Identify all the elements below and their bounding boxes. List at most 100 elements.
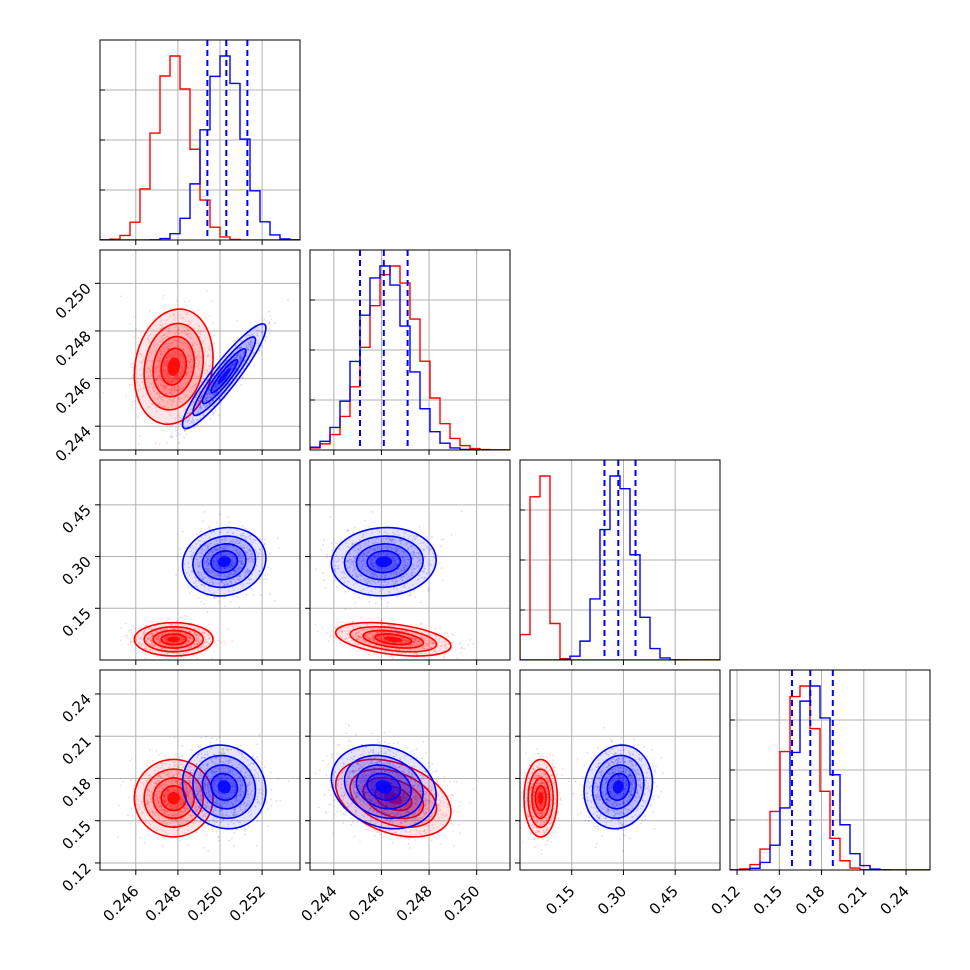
sample-point [147,375,150,378]
sample-point [196,558,199,561]
sample-point [164,632,167,635]
sample-point [160,651,163,654]
sample-point [158,641,161,644]
sample-point [205,645,207,648]
sample-point [352,531,355,534]
sample-point [188,300,190,302]
sample-point [143,645,146,648]
sample-point [241,339,243,342]
sample-point [151,348,154,351]
sample-point [166,356,168,359]
sample-point [236,354,239,357]
sample-point [208,389,210,392]
sample-point [223,541,226,544]
sample-point [175,299,178,302]
sample-point [169,425,171,428]
sample-point [231,559,233,562]
sample-point [149,374,152,377]
sample-point [167,387,170,390]
sample-point [227,628,230,631]
sample-point [246,582,249,584]
sample-point [233,568,236,571]
sample-point [164,372,167,375]
sample-point [189,358,192,361]
sample-point [185,373,188,376]
sample-point [202,413,205,415]
sample-point [195,394,198,397]
sample-point [200,381,203,383]
sample-point [169,375,171,378]
sample-point [170,645,173,648]
sample-point [243,351,246,353]
sample-point [331,634,333,637]
sample-point [174,333,177,335]
sample-point [172,400,175,403]
sample-point [124,622,127,625]
sample-point [182,639,184,642]
sample-point [211,551,213,554]
sample-point [188,332,191,335]
sample-point [215,385,218,388]
sample-point [180,636,183,638]
sample-point [185,373,188,376]
sample-point [187,372,190,375]
sample-point [235,550,238,552]
sample-point [189,636,191,639]
sample-point [212,389,215,392]
sample-point [166,635,169,638]
sample-point [249,341,252,344]
sample-point [207,544,210,547]
sample-point [274,600,277,602]
sample-point [216,391,219,393]
sample-point [194,634,197,637]
sample-point [160,396,163,399]
sample-point [184,624,186,627]
sample-point [167,345,170,348]
sample-point [166,372,169,374]
sample-point [196,412,199,415]
sample-point [163,624,166,627]
sample-point [238,567,241,570]
sample-point [208,572,211,574]
sample-point [201,553,204,556]
sample-point [174,634,177,637]
sample-point [446,632,449,635]
sample-point [232,595,234,597]
sample-point [202,645,205,648]
sample-point [239,359,242,362]
sample-point [166,371,168,374]
sample-point [191,385,194,388]
sample-point [214,393,217,395]
sample-point [198,400,200,403]
sample-point [150,632,153,634]
sample-point [353,592,356,595]
sample-point [205,393,208,396]
sample-point [180,373,183,376]
sample-point [199,398,202,400]
sample-point [219,552,222,555]
sample-point [177,628,180,631]
sample-point [202,384,205,387]
sample-point [147,353,150,356]
sample-point [232,578,235,580]
sample-point [252,334,255,337]
sample-point [159,620,161,623]
sample-point [140,413,143,416]
sample-point [159,353,162,356]
sample-point [165,637,168,640]
sample-point [154,638,157,640]
sample-point [167,347,170,350]
sample-point [184,643,187,645]
sample-point [442,538,445,541]
sample-point [152,384,155,386]
sample-point [241,377,243,380]
sample-point [169,342,171,345]
sample-point [184,394,187,397]
sample-point [420,623,423,625]
sample-point [172,398,175,401]
sample-point [205,289,208,292]
sample-point [237,542,240,545]
sample-point [330,630,333,632]
sample-point [174,634,177,637]
sample-point [233,362,235,365]
